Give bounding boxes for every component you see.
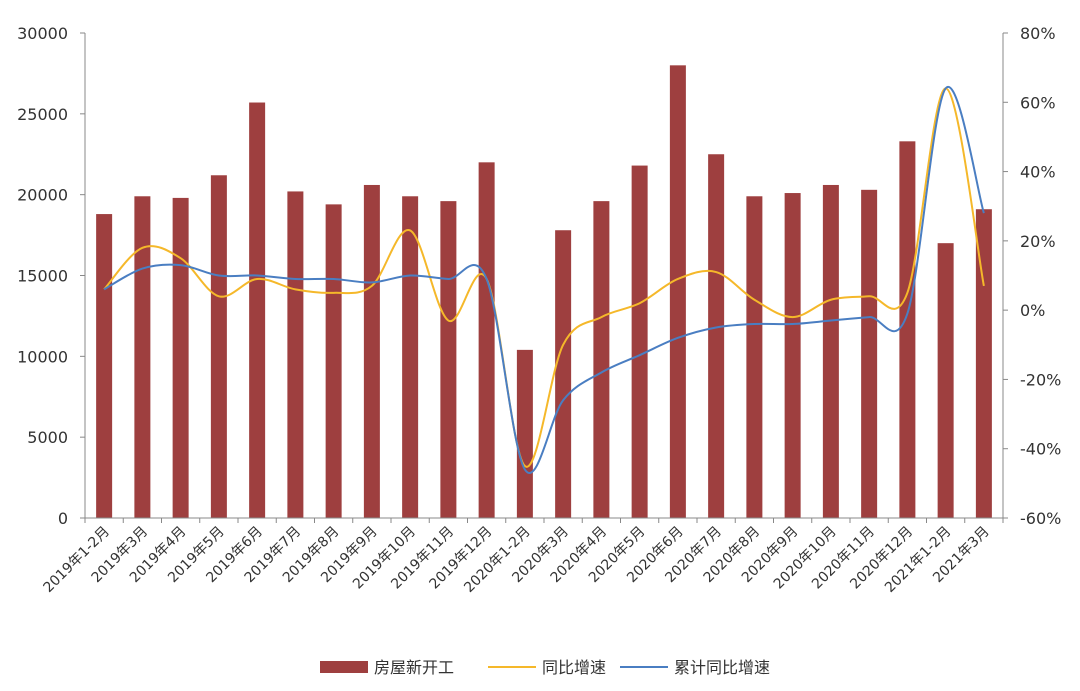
bar-10	[478, 162, 495, 518]
left-tick-label-2: 10000	[17, 347, 68, 366]
bar-9	[440, 201, 457, 518]
bar-3	[210, 175, 227, 518]
bar-16	[708, 154, 725, 518]
bar-11	[516, 349, 533, 518]
bar-2	[172, 197, 189, 518]
bar-12	[555, 230, 572, 519]
legend-label-1: 同比增速	[542, 658, 606, 677]
right-tick-label-4: 20%	[1020, 232, 1056, 251]
legend-label-2: 累计同比增速	[674, 658, 770, 677]
bar-13	[593, 201, 610, 518]
right-tick-label-2: -20%	[1020, 370, 1061, 389]
legend-label-0: 房屋新开工	[374, 658, 454, 677]
bar-6	[325, 204, 342, 518]
x-tick-label-0: 2019年1-2月	[40, 524, 112, 596]
left-tick-label-1: 5000	[27, 428, 68, 447]
bar-5	[287, 191, 304, 518]
bar-8	[402, 196, 419, 518]
bar-20	[861, 189, 878, 518]
bar-4	[249, 102, 266, 519]
right-tick-label-5: 40%	[1020, 163, 1056, 182]
line-series-0	[103, 87, 985, 468]
bar-15	[669, 65, 686, 518]
legend-swatch-0	[320, 661, 368, 673]
line-series-1	[103, 85, 985, 474]
lines-layer	[103, 85, 985, 474]
left-tick-label-6: 30000	[17, 24, 68, 43]
bar-22	[937, 243, 954, 519]
bar-18	[784, 193, 801, 519]
left-tick-label-4: 20000	[17, 186, 68, 205]
left-tick-label-3: 15000	[17, 267, 68, 286]
bar-21	[899, 141, 916, 518]
right-tick-label-1: -40%	[1020, 440, 1061, 459]
right-tick-label-3: 0%	[1020, 301, 1045, 320]
bar-7	[363, 184, 380, 518]
bar-0	[96, 214, 113, 518]
bar-17	[746, 196, 763, 518]
right-tick-label-7: 80%	[1020, 24, 1056, 43]
bar-23	[975, 209, 992, 518]
bar-1	[134, 196, 151, 518]
right-tick-label-6: 60%	[1020, 93, 1056, 112]
left-tick-label-0: 0	[58, 509, 68, 528]
bar-19	[822, 184, 839, 518]
left-tick-label-5: 25000	[17, 105, 68, 124]
legend: 房屋新开工 同比增速 累计同比增速	[320, 658, 770, 677]
bar-14	[631, 165, 648, 518]
right-tick-label-0: -60%	[1020, 509, 1061, 528]
